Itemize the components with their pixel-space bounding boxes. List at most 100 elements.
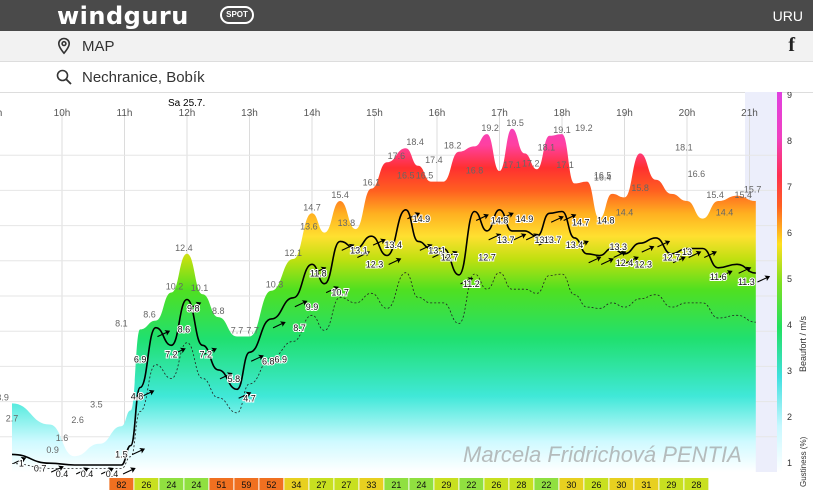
hour-label: h [0,108,2,119]
gust-label: 3.9 [0,392,9,402]
speed-label: 12.3 [366,260,384,270]
gust-label: 10.3 [266,280,284,290]
gust-label: 13.6 [300,222,318,232]
wind-arrow-icon [500,212,514,220]
gust-label: 12.4 [175,243,193,253]
gustiness-value: 34 [291,480,301,490]
gustiness-value: 82 [116,480,126,490]
facebook-icon[interactable]: f [788,34,795,56]
wind-arrow-icon [757,275,771,283]
gustiness-value: 30 [616,480,626,490]
gustiness-value: 24 [416,480,426,490]
gustiness-cell [284,478,309,490]
speed-label: 12.4 [616,258,634,268]
gust-label: 18.1 [675,142,693,152]
scale-tick: 9 [787,92,792,100]
wind-arrow-icon [575,240,589,248]
gust-area [12,128,756,473]
gustiness-value: 30 [566,480,576,490]
gustiness-value: 22 [541,480,551,490]
gust-label: 16.5 [594,171,612,181]
gust-label: 17.2 [522,158,540,168]
wind-arrow-icon [641,245,655,253]
gust-label: 12.1 [284,248,302,258]
gustiness-cell [384,478,409,490]
speed-label: 8.6 [178,325,191,335]
gustiness-value: 28 [691,480,701,490]
wind-arrow-icon [388,257,402,265]
map-link[interactable]: MAP [82,38,115,55]
speed-label: 14.9 [413,214,431,224]
scale-axis-label: Beaufort / m/s [798,315,808,372]
gust-label: 15.4 [706,190,724,200]
speed-label: 0.4 [81,469,94,479]
gust-value-labels: 3.9 2.7 0.9 1.62.6 3.5 8.1 8.6 10.2 12.4 10.1 8.8 7… [0,118,761,455]
speed-label: 14.9 [516,214,534,224]
speed-label: 0.7 [34,464,47,474]
hour-label: 16h [429,108,446,119]
gustiness-cell [409,478,434,490]
gust-label: 18.4 [406,137,424,147]
gust-label: 17.6 [388,151,406,161]
gustiness-value: 29 [441,480,451,490]
scale-tick: 8 [787,136,792,146]
lull-line [11,272,756,469]
language-selector[interactable]: URU [772,8,803,24]
wind-arrow-icon [488,233,502,241]
hour-label: 19h [616,108,633,119]
gustiness-row: 82 26 24 24 51 59 52 34 27 27 33 21 24 29 22 26 28 22 30 26… [109,478,709,490]
logo-spot-badge: SPOT [220,6,254,24]
speed-label: 6.9 [274,355,287,365]
gust-label: 1.6 [56,433,69,443]
search-row[interactable]: Nechranice, Bobík [0,62,813,93]
wind-arrow-icon [75,467,89,475]
speed-label: 1.5 [115,450,128,460]
speed-label: 13.4 [566,240,584,250]
scale-tick: 6 [787,228,792,238]
gust-label: 16.8 [466,165,484,175]
gustiness-cell [634,478,659,490]
speed-label: 12.7 [441,252,459,262]
speed-label: 6.8 [262,356,275,366]
wind-arrow-icon [272,321,286,329]
gustiness-cell [159,478,184,490]
gustiness-value: 59 [241,480,251,490]
hour-label: 20h [679,108,696,119]
location-name[interactable]: Nechranice, Bobík [82,69,205,86]
gust-label: 19.2 [481,123,499,133]
gust-label: 14.4 [616,208,634,218]
gust-label: 16.1 [363,178,381,188]
speed-label: 14.8 [597,216,615,226]
gustiness-value: 26 [141,480,151,490]
gust-label: 15.4 [331,190,349,200]
gustiness-cell [259,478,284,490]
gustiness-cell [434,478,459,490]
gustiness-value: 51 [216,480,226,490]
gust-label: 14.4 [716,208,734,218]
hour-labels: h 10h 11h 12h 13h 14h 15h 16h 17h 18h 19h 20h 21h [0,108,758,119]
wind-arrow-icon [419,243,433,251]
speed-label: 0.4 [56,469,69,479]
gustiness-cell [134,478,159,490]
speed-label: 7.2 [165,349,178,359]
gustiness-cell [584,478,609,490]
gustiness-cell [209,478,234,490]
gustiness-value: 27 [316,480,326,490]
windguru-logo[interactable]: windguru [57,2,189,30]
wind-arrow-icon [141,389,155,397]
speed-label: 7.2 [199,349,212,359]
hour-label: 21h [741,108,758,119]
wind-arrow-icon [513,233,527,241]
map-row[interactable]: MAP f [0,31,813,62]
speed-label: 13.1 [350,245,368,255]
wind-arrow-icon [563,213,577,221]
wind-arrow-icon [460,277,474,285]
speed-label: 13 [682,247,692,257]
wind-arrow-icon [588,256,602,264]
direction-arrows [13,212,771,475]
scale-tick: 3 [787,366,792,376]
scale-tick: 4 [787,320,792,330]
wind-arrow-icon [122,467,136,475]
gustiness-value: 22 [466,480,476,490]
wind-arrow-icon [525,233,539,241]
